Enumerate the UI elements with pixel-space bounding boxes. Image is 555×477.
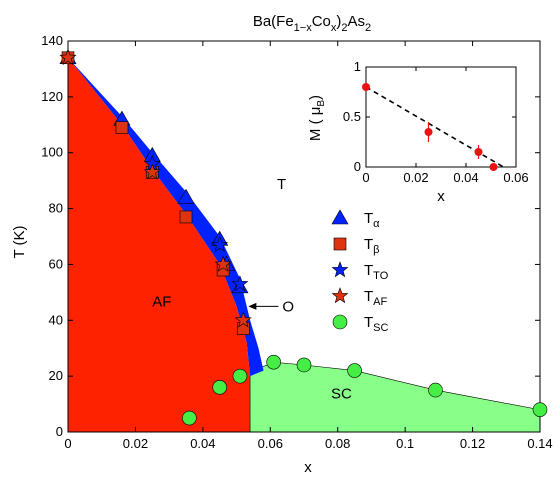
point-t-af — [214, 255, 232, 272]
x-tick-label: 0.14 — [527, 436, 552, 451]
inset-plot-frame — [365, 66, 517, 168]
point-t-sc — [182, 410, 197, 426]
x-tick-label: 0.04 — [190, 436, 215, 451]
point-t-af — [59, 48, 77, 65]
legend-marker-t-sc — [332, 314, 348, 330]
y-tick-label: 140 — [41, 33, 63, 48]
x-tick-label: 0 — [64, 436, 71, 451]
inset-data-point — [474, 148, 483, 156]
y-tick-label: 40 — [49, 312, 63, 327]
legend-marker-t-β — [333, 237, 347, 251]
point-t-to — [211, 236, 229, 253]
legend-label-t-to: TTO — [364, 262, 389, 282]
y-axis-label: T (K) — [11, 225, 28, 258]
legend-label-t-af: TAF — [364, 288, 388, 308]
af-label: AF — [152, 293, 171, 310]
x-tick-label: 0.08 — [325, 436, 350, 451]
main-axes: 0 0.02 0.04 0.06 0.08 0.1 0.12 0.14020406080100… — [41, 33, 552, 451]
x-axis-label: x — [304, 459, 312, 476]
y-tick-label: 0 — [56, 424, 63, 439]
af-region — [68, 57, 251, 433]
inset-data-point — [424, 128, 433, 136]
point-t-sc — [347, 363, 362, 378]
point-t-β — [179, 210, 193, 224]
inset-chart: 0 0.02 0.04 0.06 0 0.5 1 — [343, 59, 529, 185]
x-tick-label: 0.1 — [396, 436, 414, 451]
t-label: T — [277, 176, 286, 193]
inset-x-tick-label: 0.06 — [503, 170, 528, 185]
point-t-β — [115, 121, 129, 134]
phase-regions — [68, 57, 541, 433]
point-t-α — [177, 188, 195, 204]
point-t-to — [231, 275, 249, 292]
legend-marker-t-α — [331, 209, 349, 225]
main-data-marks — [59, 48, 548, 426]
legend-label-t-β: Tβ — [364, 236, 380, 256]
inset-x-tick-label: 0 — [362, 170, 369, 185]
inset-x-tick-label: 0.04 — [453, 170, 478, 185]
point-t-sc — [428, 382, 443, 398]
x-tick-label: 0.12 — [460, 436, 485, 451]
point-t-sc — [212, 380, 228, 395]
point-t-sc — [296, 357, 312, 373]
chart-title: Ba(Fe1−xCox)2As2 — [253, 13, 371, 34]
inset-y-axis-label: M ( μB) — [307, 95, 327, 141]
y-tick-label: 100 — [41, 145, 63, 160]
point-t-sc — [532, 402, 548, 417]
inset-y-tick-label: 0.5 — [343, 109, 361, 124]
inset-y-tick-label: 1 — [354, 59, 361, 74]
legend-marker-t-af — [331, 287, 349, 304]
y-tick-label: 120 — [41, 89, 63, 104]
inset-x-axis-label: x — [437, 188, 445, 205]
legend-label-t-α: Tα — [364, 210, 380, 230]
inset-y-tick-label: 0 — [354, 159, 361, 174]
main-plot-frame — [67, 40, 541, 433]
legend-marker-t-to — [331, 261, 349, 278]
inset-x-tick-label: 0.02 — [403, 170, 428, 185]
legend-label-t-sc: TSC — [364, 314, 389, 334]
o-label: O — [282, 298, 294, 315]
y-tick-label: 20 — [49, 368, 63, 383]
point-t-af — [143, 163, 161, 180]
point-t-af — [234, 311, 252, 328]
point-t-sc — [266, 354, 281, 370]
sc-label: SC — [331, 385, 352, 402]
y-tick-label: 80 — [49, 201, 63, 216]
o-arrowhead — [248, 302, 257, 310]
inset-data-point — [362, 83, 370, 91]
inset-data-point — [489, 163, 498, 171]
x-tick-label: 0.02 — [123, 436, 148, 451]
x-tick-label: 0.06 — [258, 436, 283, 451]
y-tick-label: 60 — [49, 256, 63, 271]
point-t-sc — [232, 368, 248, 384]
legend: Tα Tβ TTO TAF TSC — [331, 209, 389, 334]
